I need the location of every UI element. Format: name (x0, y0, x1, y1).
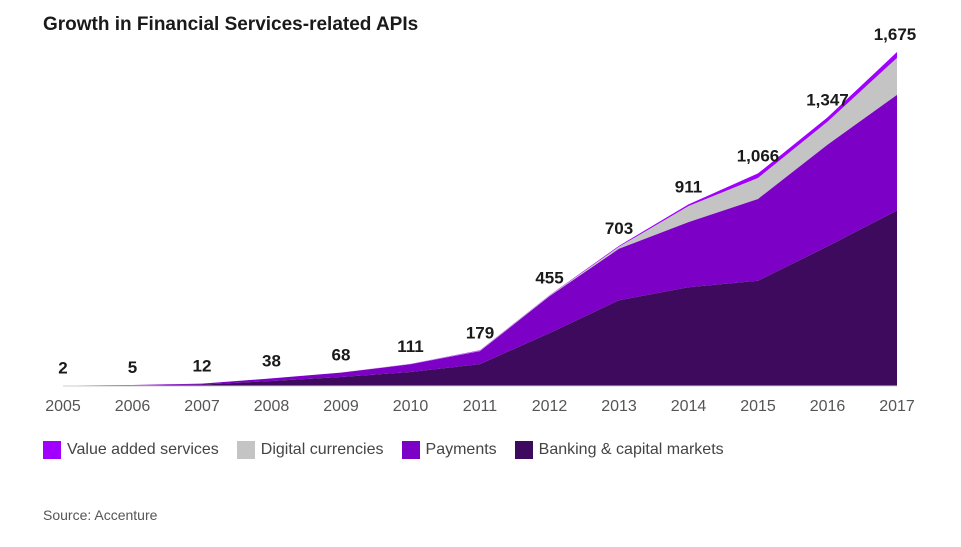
x-tick-label: 2006 (115, 398, 151, 415)
legend: Value added services Digital currencies Pa… (43, 441, 742, 459)
total-label: 1,675 (874, 25, 917, 44)
total-label: 1,066 (737, 146, 780, 165)
total-label: 68 (332, 345, 351, 364)
total-labels: 2 5 12 38 68 111 179 455 703 911 1,066 1,347 1,675 (58, 25, 916, 378)
legend-label: Banking & capital markets (538, 441, 724, 458)
area-payments (63, 94, 897, 386)
x-tick-label: 2007 (184, 398, 220, 415)
legend-item: Digital currencies (236, 441, 384, 459)
x-tick-label: 2010 (393, 398, 429, 415)
total-label: 1,347 (806, 90, 849, 109)
stacked-area-chart: 2 5 12 38 68 111 179 455 703 911 1,066 1,347 1,675 2… (45, 25, 916, 415)
total-label: 455 (535, 268, 563, 287)
x-tick-label: 2008 (254, 398, 290, 415)
x-tick-label: 2005 (45, 398, 81, 415)
x-tick-label: 2009 (323, 398, 359, 415)
legend-swatch (514, 441, 533, 459)
x-tick-label: 2016 (810, 398, 846, 415)
legend-item: Banking & capital markets (514, 441, 724, 459)
legend-swatch (236, 441, 255, 459)
x-tick-label: 2015 (740, 398, 776, 415)
x-tick-label: 2014 (671, 398, 707, 415)
x-tick-label: 2012 (532, 398, 568, 415)
chart-title: Growth in Financial Services-related API… (43, 14, 419, 35)
legend-item: Value added services (43, 441, 219, 459)
legend-label: Payments (425, 441, 497, 458)
legend-label: Digital currencies (260, 441, 384, 458)
source-note: Source: Accenture (43, 507, 158, 523)
total-label: 2 (58, 359, 67, 378)
total-label: 911 (675, 177, 702, 196)
total-label: 111 (397, 337, 424, 356)
total-label: 179 (466, 323, 494, 342)
legend-swatch (43, 441, 61, 459)
x-tick-label: 2013 (601, 398, 637, 415)
area-banking-capital-markets (63, 210, 897, 386)
legend-label: Value added services (67, 441, 219, 458)
total-label: 703 (605, 219, 633, 238)
legend-item: Payments (401, 441, 497, 459)
area-layers (63, 51, 897, 387)
total-label: 12 (193, 357, 212, 376)
legend-swatch (401, 441, 420, 459)
total-label: 5 (128, 358, 137, 377)
x-axis-ticks: 2005 2006 2007 2008 2009 2010 2011 2012 2013 2014… (45, 398, 915, 415)
total-label: 38 (262, 351, 281, 370)
x-tick-label: 2011 (463, 398, 498, 415)
x-tick-label: 2017 (879, 398, 915, 415)
